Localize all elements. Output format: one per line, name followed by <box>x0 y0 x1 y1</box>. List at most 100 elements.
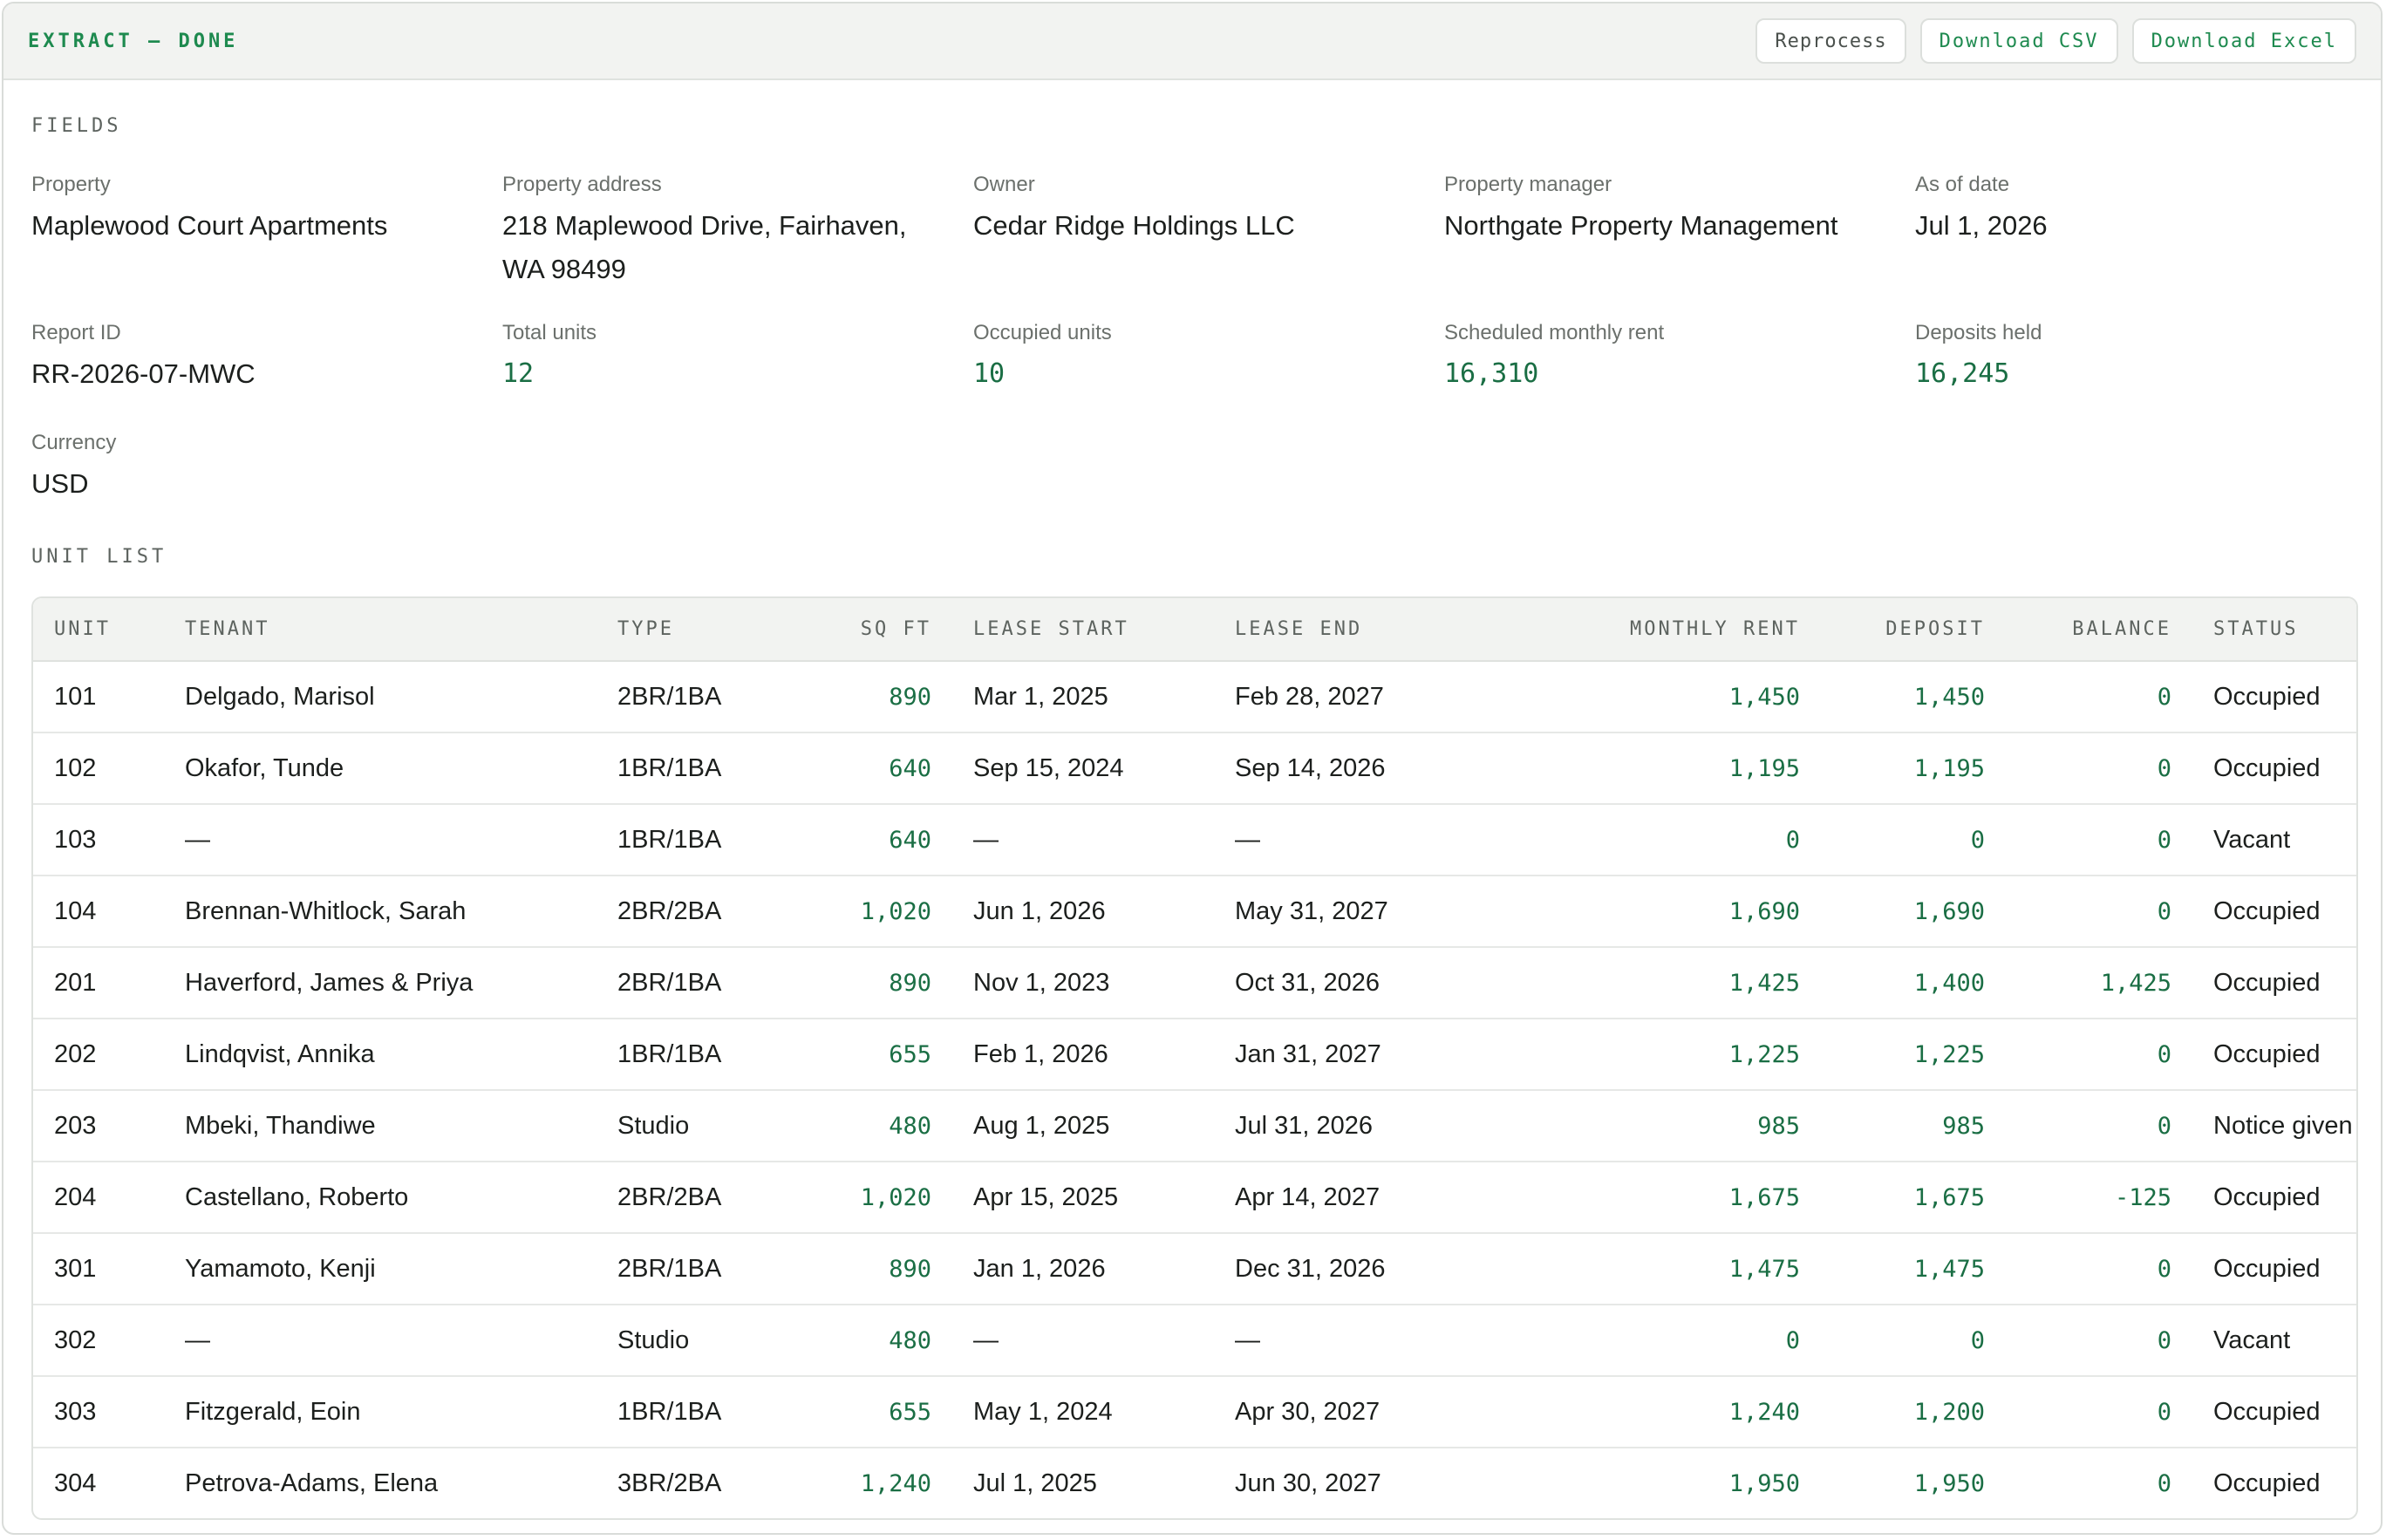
cell-status: Occupied <box>2192 661 2356 733</box>
cell-deposit: 1,225 <box>1821 1019 2006 1091</box>
cell-sq-ft: 1,240 <box>860 1469 931 1497</box>
unit-list-table: UNIT TENANT TYPE SQ FT LEASE START LEASE… <box>31 596 2358 1520</box>
field-label: Property address <box>502 173 662 196</box>
field-value: RR-2026-07-MWC <box>31 358 256 389</box>
cell-unit: 204 <box>33 1162 164 1234</box>
cell-sq-ft: 655 <box>792 1376 952 1448</box>
cell-sq-ft: 890 <box>792 1233 952 1305</box>
table-row[interactable]: 101 Delgado, Marisol 2BR/1BA 890 Mar 1, 2025… <box>33 661 2356 733</box>
cell-deposit: 1,200 <box>1821 1376 2006 1448</box>
column-header-status[interactable]: STATUS <box>2192 598 2356 662</box>
cell-balance: 0 <box>2006 876 2192 948</box>
cell-unit: 103 <box>33 804 164 876</box>
field-label: Property <box>31 173 111 196</box>
table-row[interactable]: 204 Castellano, Roberto 2BR/2BA 1,020 Apr 15… <box>33 1162 2356 1234</box>
cell-deposit: 1,450 <box>1821 661 2006 733</box>
cell-lease-start: — <box>952 1305 1214 1377</box>
cell-type: 1BR/1BA <box>596 733 792 805</box>
cell-status: Occupied <box>2192 1162 2356 1234</box>
cell-status: Occupied <box>2192 947 2356 1019</box>
download-csv-button[interactable]: Download CSV <box>1919 18 2118 64</box>
column-header-balance[interactable]: BALANCE <box>2006 598 2192 662</box>
download-excel-button[interactable]: Download Excel <box>2131 18 2356 64</box>
fields-grid: Property Maplewood Court Apartments Prop… <box>31 169 2369 514</box>
cell-unit: 304 <box>54 1468 97 1497</box>
field-property: Property Maplewood Court Apartments <box>31 169 502 295</box>
cell-lease-start: Jan 1, 2026 <box>952 1233 1214 1305</box>
cell-deposit: 1,195 <box>1821 733 2006 805</box>
cell-lease-end: Apr 30, 2027 <box>1214 1376 1476 1448</box>
cell-sq-ft: 480 <box>792 1090 952 1162</box>
cell-monthly-rent: 0 <box>1476 1305 1821 1377</box>
cell-tenant: — <box>164 804 596 876</box>
table-row[interactable]: 103—1BR/1BA 640— —0 0 0 Vacant <box>33 804 2356 876</box>
cell-monthly-rent: 985 <box>1476 1090 1821 1162</box>
table-row[interactable]: 301 Yamamoto, Kenji 2BR/1BA 890 Jan 1, 2026 D… <box>33 1233 2356 1305</box>
field-value: 12 <box>502 358 535 389</box>
cell-status: Occupied <box>2213 1468 2321 1497</box>
field-total-units: Total units 12 <box>502 317 973 405</box>
cell-deposit: 1,475 <box>1821 1233 2006 1305</box>
field-value: 10 <box>973 358 1006 389</box>
cell-monthly-rent: 1,195 <box>1476 733 1821 805</box>
cell-lease-end: Oct 31, 2026 <box>1214 947 1476 1019</box>
table-row[interactable]: 104 Brennan-Whitlock, Sarah 2BR/2BA 1,020 Ju… <box>33 876 2356 948</box>
cell-balance: 0 <box>2006 1019 2192 1091</box>
column-header-deposit[interactable]: DEPOSIT <box>1821 598 2006 662</box>
column-header-lease-start[interactable]: LEASE START <box>952 598 1214 662</box>
cell-lease-end: — <box>1214 1305 1476 1377</box>
cell-deposit: 0 <box>1821 804 2006 876</box>
cell-sq-ft: 890 <box>792 947 952 1019</box>
field-occupied-units: Occupied units 10 <box>973 317 1444 405</box>
cell-tenant: Yamamoto, Kenji <box>164 1233 596 1305</box>
cell-balance: 0 <box>2006 1090 2192 1162</box>
table-row[interactable]: 304 Petrova-Adams, Elena 3BR/2BA 1,240 Jul 1… <box>33 1448 2356 1518</box>
cell-balance: 0 <box>2006 733 2192 805</box>
cell-status: Occupied <box>2192 1019 2356 1091</box>
column-header-lease-end[interactable]: LEASE END <box>1214 598 1476 662</box>
table-row[interactable]: 302— Studio 480— —0 0 0 Vacant <box>33 1305 2356 1377</box>
cell-sq-ft: 890 <box>792 661 952 733</box>
column-header-unit[interactable]: UNIT <box>33 598 164 662</box>
cell-tenant: Mbeki, Thandiwe <box>164 1090 596 1162</box>
cell-balance: 0 <box>2006 804 2192 876</box>
field-value: USD <box>31 468 89 499</box>
column-header-tenant[interactable]: TENANT <box>164 598 596 662</box>
column-header-sq-ft[interactable]: SQ FT <box>792 598 952 662</box>
cell-status: Occupied <box>2192 876 2356 948</box>
cell-status: Vacant <box>2192 804 2356 876</box>
cell-monthly-rent: 1,425 <box>1476 947 1821 1019</box>
field-label: As of date <box>1915 173 2010 196</box>
cell-status: Occupied <box>2192 1376 2356 1448</box>
cell-unit: 104 <box>33 876 164 948</box>
cell-status: Occupied <box>2192 733 2356 805</box>
cell-deposit: 1,690 <box>1821 876 2006 948</box>
table-row[interactable]: 201 Haverford, James & Priya 2BR/1BA 890 Nov… <box>33 947 2356 1019</box>
table-row[interactable]: 303 Fitzgerald, Eoin 1BR/1BA 655 May 1, 2024… <box>33 1376 2356 1448</box>
cell-unit: 303 <box>33 1376 164 1448</box>
cell-monthly-rent: 1,950 <box>1728 1469 1800 1497</box>
cell-lease-start: — <box>952 804 1214 876</box>
cell-monthly-rent: 1,225 <box>1476 1019 1821 1091</box>
field-value: 218 Maplewood Drive, Fairhaven, WA 98499 <box>502 210 907 284</box>
cell-type: 3BR/2BA <box>617 1468 722 1497</box>
cell-monthly-rent: 1,475 <box>1476 1233 1821 1305</box>
cell-balance: 0 <box>2006 661 2192 733</box>
cell-tenant: Castellano, Roberto <box>164 1162 596 1234</box>
table-row[interactable]: 203 Mbeki, Thandiwe Studio 480 Aug 1, 2025 Ju… <box>33 1090 2356 1162</box>
field-label: Owner <box>973 173 1035 196</box>
table-row[interactable]: 102 Okafor, Tunde 1BR/1BA 640 Sep 15, 2024 Se… <box>33 733 2356 805</box>
cell-deposit: 0 <box>1821 1305 2006 1377</box>
cell-unit: 102 <box>33 733 164 805</box>
column-header-type[interactable]: TYPE <box>596 598 792 662</box>
column-header-monthly-rent[interactable]: MONTHLY RENT <box>1476 598 1821 662</box>
cell-type: 2BR/2BA <box>596 1162 792 1234</box>
cell-lease-start: Mar 1, 2025 <box>952 661 1214 733</box>
cell-type: 2BR/1BA <box>596 947 792 1019</box>
reprocess-button[interactable]: Reprocess <box>1755 18 1906 64</box>
table-row[interactable]: 202 Lindqvist, Annika 1BR/1BA 655 Feb 1, 202… <box>33 1019 2356 1091</box>
cell-tenant: — <box>164 1305 596 1377</box>
cell-tenant: Haverford, James & Priya <box>164 947 596 1019</box>
field-as-of-date: As of date Jul 1, 2026 <box>1915 169 2351 295</box>
cell-lease-end: Apr 14, 2027 <box>1214 1162 1476 1234</box>
